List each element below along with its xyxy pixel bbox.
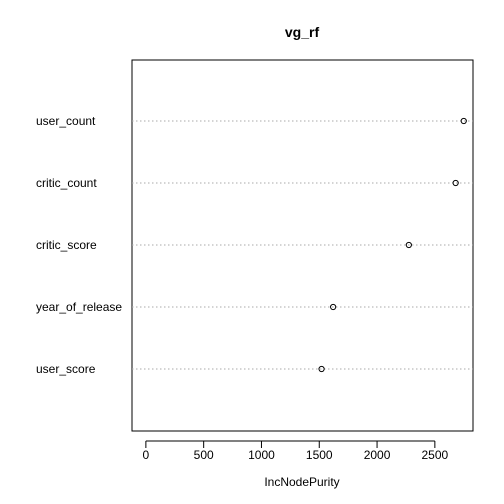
data-point (405, 241, 412, 249)
category-label: year_of_release (36, 300, 122, 314)
x-axis-title: IncNodePurity (264, 475, 339, 489)
category-label: user_count (36, 114, 96, 128)
x-tick-label: 500 (194, 448, 214, 462)
data-point (460, 117, 467, 125)
x-axis: 0 500 1000 1500 2000 2500 (143, 440, 449, 462)
category-label: critic_count (36, 176, 97, 190)
category-label: critic_score (36, 238, 97, 252)
x-tick-label: 2500 (422, 448, 449, 462)
chart-title: vg_rf (285, 24, 320, 40)
data-point (330, 303, 337, 311)
dot-rows: user_count critic_count critic_score year_o… (36, 114, 473, 376)
x-tick-label: 1500 (306, 448, 333, 462)
x-tick-label: 1000 (248, 448, 275, 462)
category-label: user_score (36, 362, 96, 376)
x-tick-label: 0 (143, 448, 150, 462)
data-point (318, 365, 325, 373)
x-tick-label: 2000 (364, 448, 391, 462)
data-point (452, 179, 459, 187)
plot-frame (131, 59, 474, 432)
